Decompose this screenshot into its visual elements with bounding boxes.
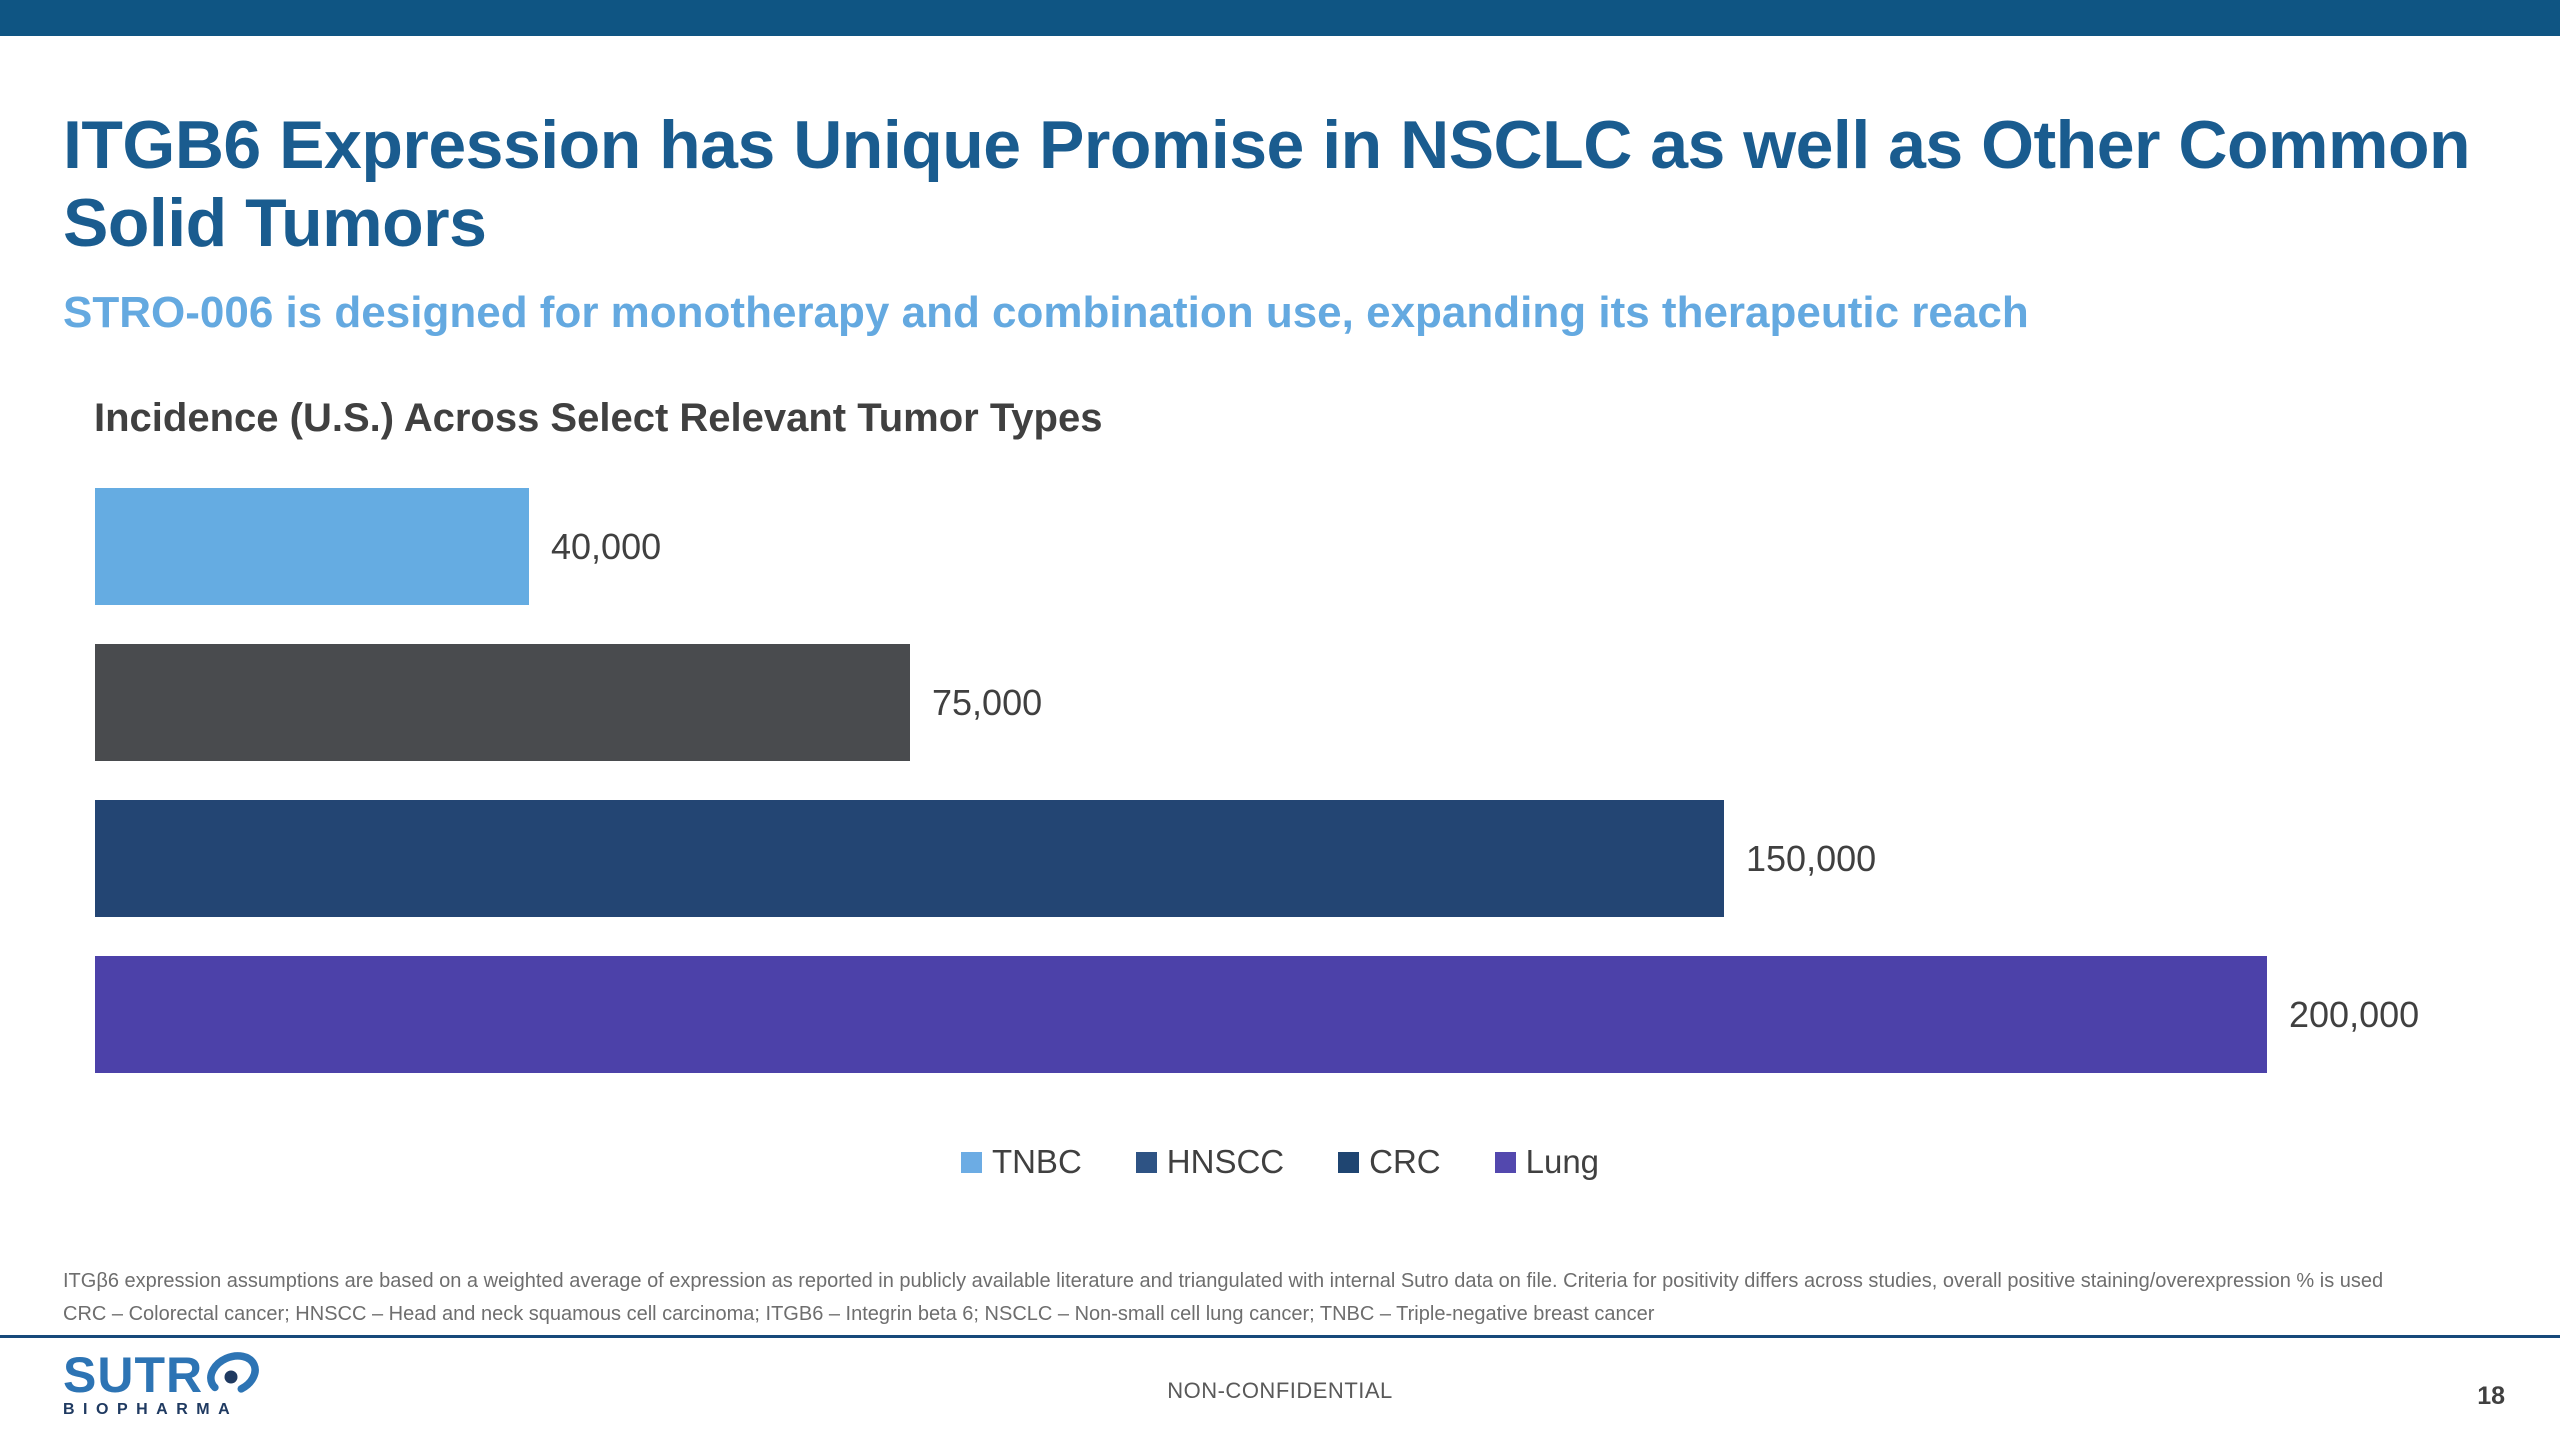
bar-row-lung: 200,000 [95,956,2535,1073]
logo-wordmark: SUTR [63,1347,283,1403]
footnote-assumptions: ITGβ6 expression assumptions are based o… [63,1270,2384,1292]
legend-item-lung: Lung [1494,1143,1600,1181]
bar-row-crc: 150,000 [95,800,2535,917]
footer-divider [0,1335,2560,1338]
legend-label-lung: Lung [1525,1143,1600,1180]
top-accent-bar [0,0,2560,36]
legend-swatch-tnbc [960,1151,982,1173]
chart-legend: TNBC HNSCC CRC Lung [0,1143,2560,1181]
legend-item-crc: CRC [1338,1143,1441,1181]
legend-label-hnscc: HNSCC [1166,1143,1285,1180]
page-number: 18 [2477,1382,2505,1410]
bar-row-tnbc: 40,000 [95,488,2535,605]
page-subtitle: STRO-006 is designed for monotherapy and… [63,288,2029,337]
bar-value-label-hnscc: 75,000 [932,681,1043,723]
legend-swatch-lung [1494,1151,1516,1173]
logo-biopharma-text: BIOPHARMA [63,1401,239,1418]
bar-chart: 40,000 75,000 150,000 200,000 [95,488,2535,1112]
legend-label-crc: CRC [1369,1143,1441,1180]
page-title: ITGB6 Expression has Unique Promise in N… [63,107,2471,262]
confidentiality-label: NON-CONFIDENTIAL [1167,1378,1393,1403]
chart-title: Incidence (U.S.) Across Select Relevant … [94,396,1103,440]
bar-value-label-lung: 200,000 [2289,993,2420,1035]
bar-tnbc [95,488,529,605]
logo-sutr-text: SUTR [63,1347,204,1403]
sutro-biopharma-logo: SUTR BIOPHARMA [63,1347,283,1419]
bar-crc [95,800,1724,917]
legend-item-hnscc: HNSCC [1135,1143,1285,1181]
orbit-o-icon [204,1349,262,1404]
bar-hnscc [95,644,910,761]
bar-row-hnscc: 75,000 [95,644,2535,761]
legend-swatch-hnscc [1135,1151,1157,1173]
bar-value-label-crc: 150,000 [1746,837,1877,879]
legend-label-tnbc: TNBC [991,1143,1082,1180]
legend-item-tnbc: TNBC [960,1143,1082,1181]
footnote-abbreviations: CRC – Colorectal cancer; HNSCC – Head an… [63,1303,1655,1325]
bar-lung [95,956,2267,1073]
bar-value-label-tnbc: 40,000 [551,525,662,567]
legend-swatch-crc [1338,1151,1360,1173]
